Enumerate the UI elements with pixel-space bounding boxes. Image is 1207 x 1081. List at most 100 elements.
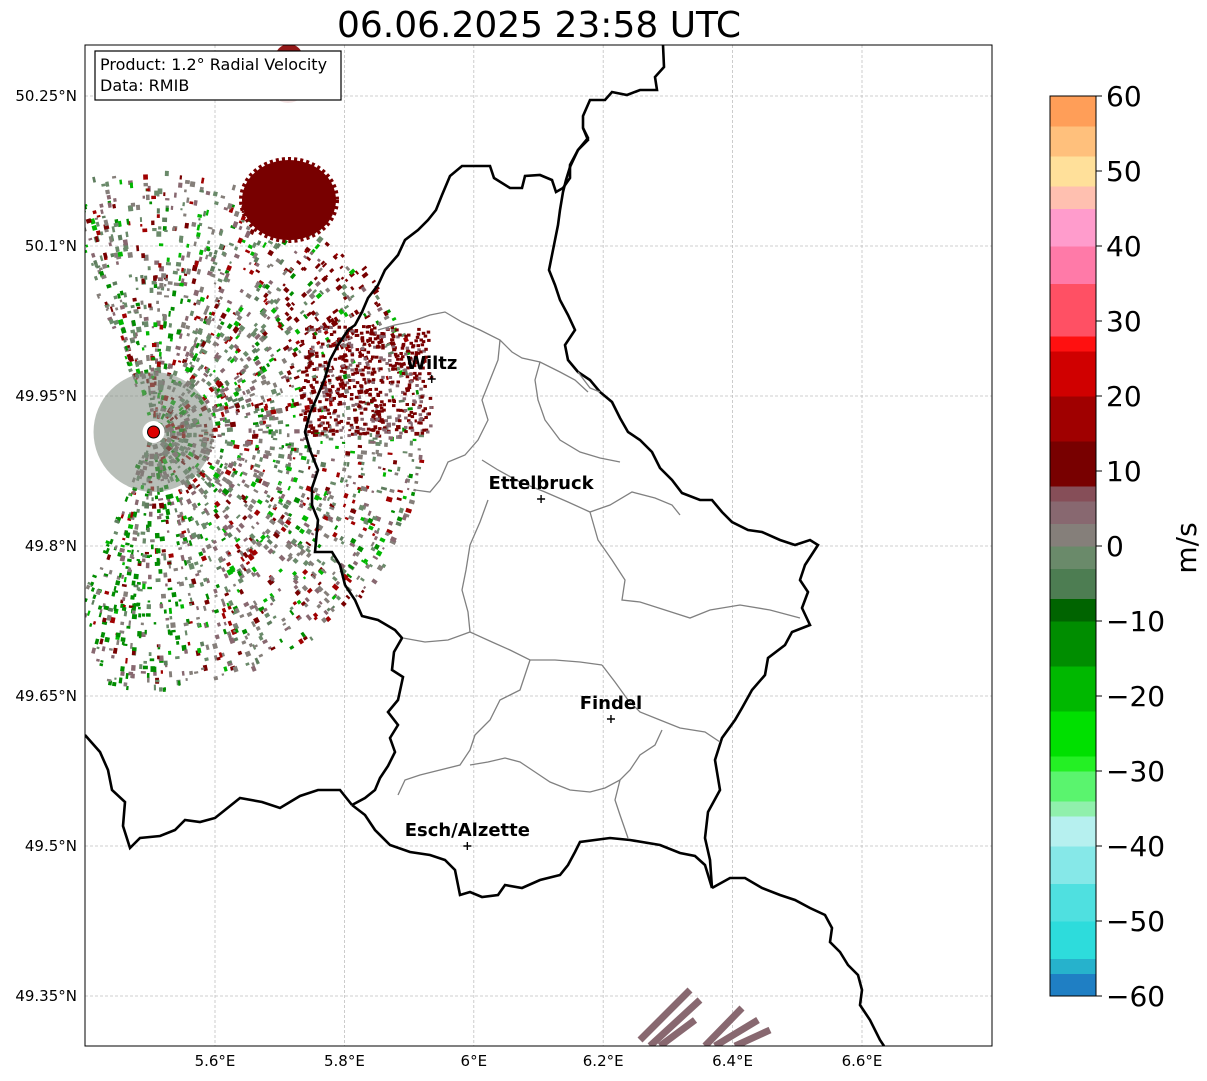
colorbar-tick-label: −10	[1106, 605, 1165, 638]
echo-pixel	[413, 376, 417, 380]
echo-pixel	[290, 447, 295, 452]
echo-pixel	[278, 554, 286, 562]
echo-pixel	[377, 321, 383, 327]
echo-pixel	[92, 574, 97, 579]
echo-pixel	[317, 424, 322, 428]
echo-pixel	[362, 377, 366, 381]
echo-pixel	[292, 578, 299, 585]
echo-pixel	[381, 346, 385, 350]
echo-pixel	[347, 434, 351, 438]
echo-pixel	[245, 412, 251, 417]
colorbar-stop	[1050, 883, 1096, 922]
echo-pixel	[391, 367, 395, 371]
echo-pixel	[121, 606, 127, 612]
echo-pixel	[165, 515, 170, 520]
echo-pixel	[216, 565, 222, 571]
echo-pixel	[275, 486, 283, 492]
echo-pixel	[192, 372, 198, 378]
canton-border-12	[577, 371, 601, 393]
echo-pixel	[417, 327, 421, 331]
echo-pixel	[300, 396, 304, 400]
echo-pixel	[343, 353, 347, 357]
echo-pixel	[89, 218, 96, 225]
colorbar-stop	[1050, 186, 1096, 209]
echo-pixel	[331, 432, 336, 436]
echo-pixel	[135, 302, 141, 307]
echo-pixel	[221, 537, 226, 542]
echo-pixel	[200, 469, 206, 474]
echo-pixel	[371, 378, 376, 382]
echo-pixel	[261, 334, 268, 341]
echo-pixel	[287, 625, 292, 630]
echo-pixel	[212, 341, 218, 347]
echo-pixel	[323, 426, 328, 432]
echo-pixel	[320, 325, 324, 329]
echo-pixel	[336, 387, 341, 391]
echo-pixel	[355, 371, 360, 375]
echo-pixel	[372, 456, 376, 462]
echo-pixel	[175, 345, 181, 351]
echo-pixel	[325, 511, 330, 516]
echo-pixel	[376, 394, 381, 397]
echo-pixel	[383, 310, 389, 317]
echo-pixel	[161, 273, 167, 279]
echo-pixel	[115, 261, 120, 265]
echo-pixel	[143, 321, 149, 328]
echo-pixel	[239, 452, 243, 456]
echo-pixel	[195, 616, 201, 620]
echo-pixel	[61, 662, 66, 668]
echo-pixel	[212, 261, 218, 266]
echo-pixel	[288, 512, 293, 517]
echo-pixel	[108, 318, 115, 325]
info-source: Data: RMIB	[100, 76, 189, 95]
echo-pixel	[183, 560, 188, 566]
echo-pixel	[311, 571, 317, 577]
echo-pixel	[140, 671, 146, 674]
echo-pixel	[380, 486, 388, 491]
echo-pixel	[376, 306, 383, 312]
echo-pixel	[214, 594, 218, 598]
echo-pixel	[85, 249, 88, 254]
echo-pixel	[103, 573, 109, 577]
echo-pixel	[277, 469, 283, 474]
echo-pixel	[421, 366, 425, 370]
echo-pixel	[349, 508, 357, 515]
colorbar-tick-label: 30	[1106, 305, 1142, 338]
echo-pixel	[254, 281, 261, 289]
echo-pixel	[132, 511, 138, 518]
colorbar-tick-label: 60	[1106, 80, 1142, 113]
echo-pixel	[363, 422, 367, 426]
echo-pixel	[366, 350, 371, 354]
echo-pixel	[245, 662, 250, 667]
echo-pixel	[266, 482, 271, 486]
echo-pixel	[355, 333, 360, 337]
echo-pixel	[333, 343, 337, 347]
echo-pixel	[99, 231, 104, 236]
echo-pixel	[127, 549, 132, 553]
echo-pixel	[119, 547, 125, 553]
echo-pixel	[414, 351, 419, 355]
echo-pixel	[77, 235, 81, 240]
echo-pixel	[369, 428, 374, 432]
echo-pixel	[312, 368, 316, 371]
echo-pixel	[167, 333, 174, 339]
echo-pixel	[224, 505, 230, 511]
echo-pixel	[324, 486, 331, 492]
echo-pixel	[308, 560, 315, 567]
echo-pixel	[365, 485, 370, 490]
echo-pixel	[287, 552, 293, 558]
echo-pixel	[307, 355, 311, 359]
echo-pixel	[319, 345, 324, 349]
echo-pixel	[302, 394, 306, 397]
echo-pixel	[105, 547, 110, 554]
echo-pixel	[183, 273, 188, 277]
echo-pixel	[415, 472, 419, 476]
echo-pixel	[326, 315, 332, 321]
echo-pixel	[94, 235, 100, 243]
echo-pixel	[375, 355, 379, 359]
echo-pixel	[382, 408, 386, 412]
echo-pixel	[123, 292, 128, 298]
echo-pixel	[238, 463, 243, 468]
echo-pixel	[270, 646, 276, 651]
canton-border-8	[601, 664, 721, 743]
